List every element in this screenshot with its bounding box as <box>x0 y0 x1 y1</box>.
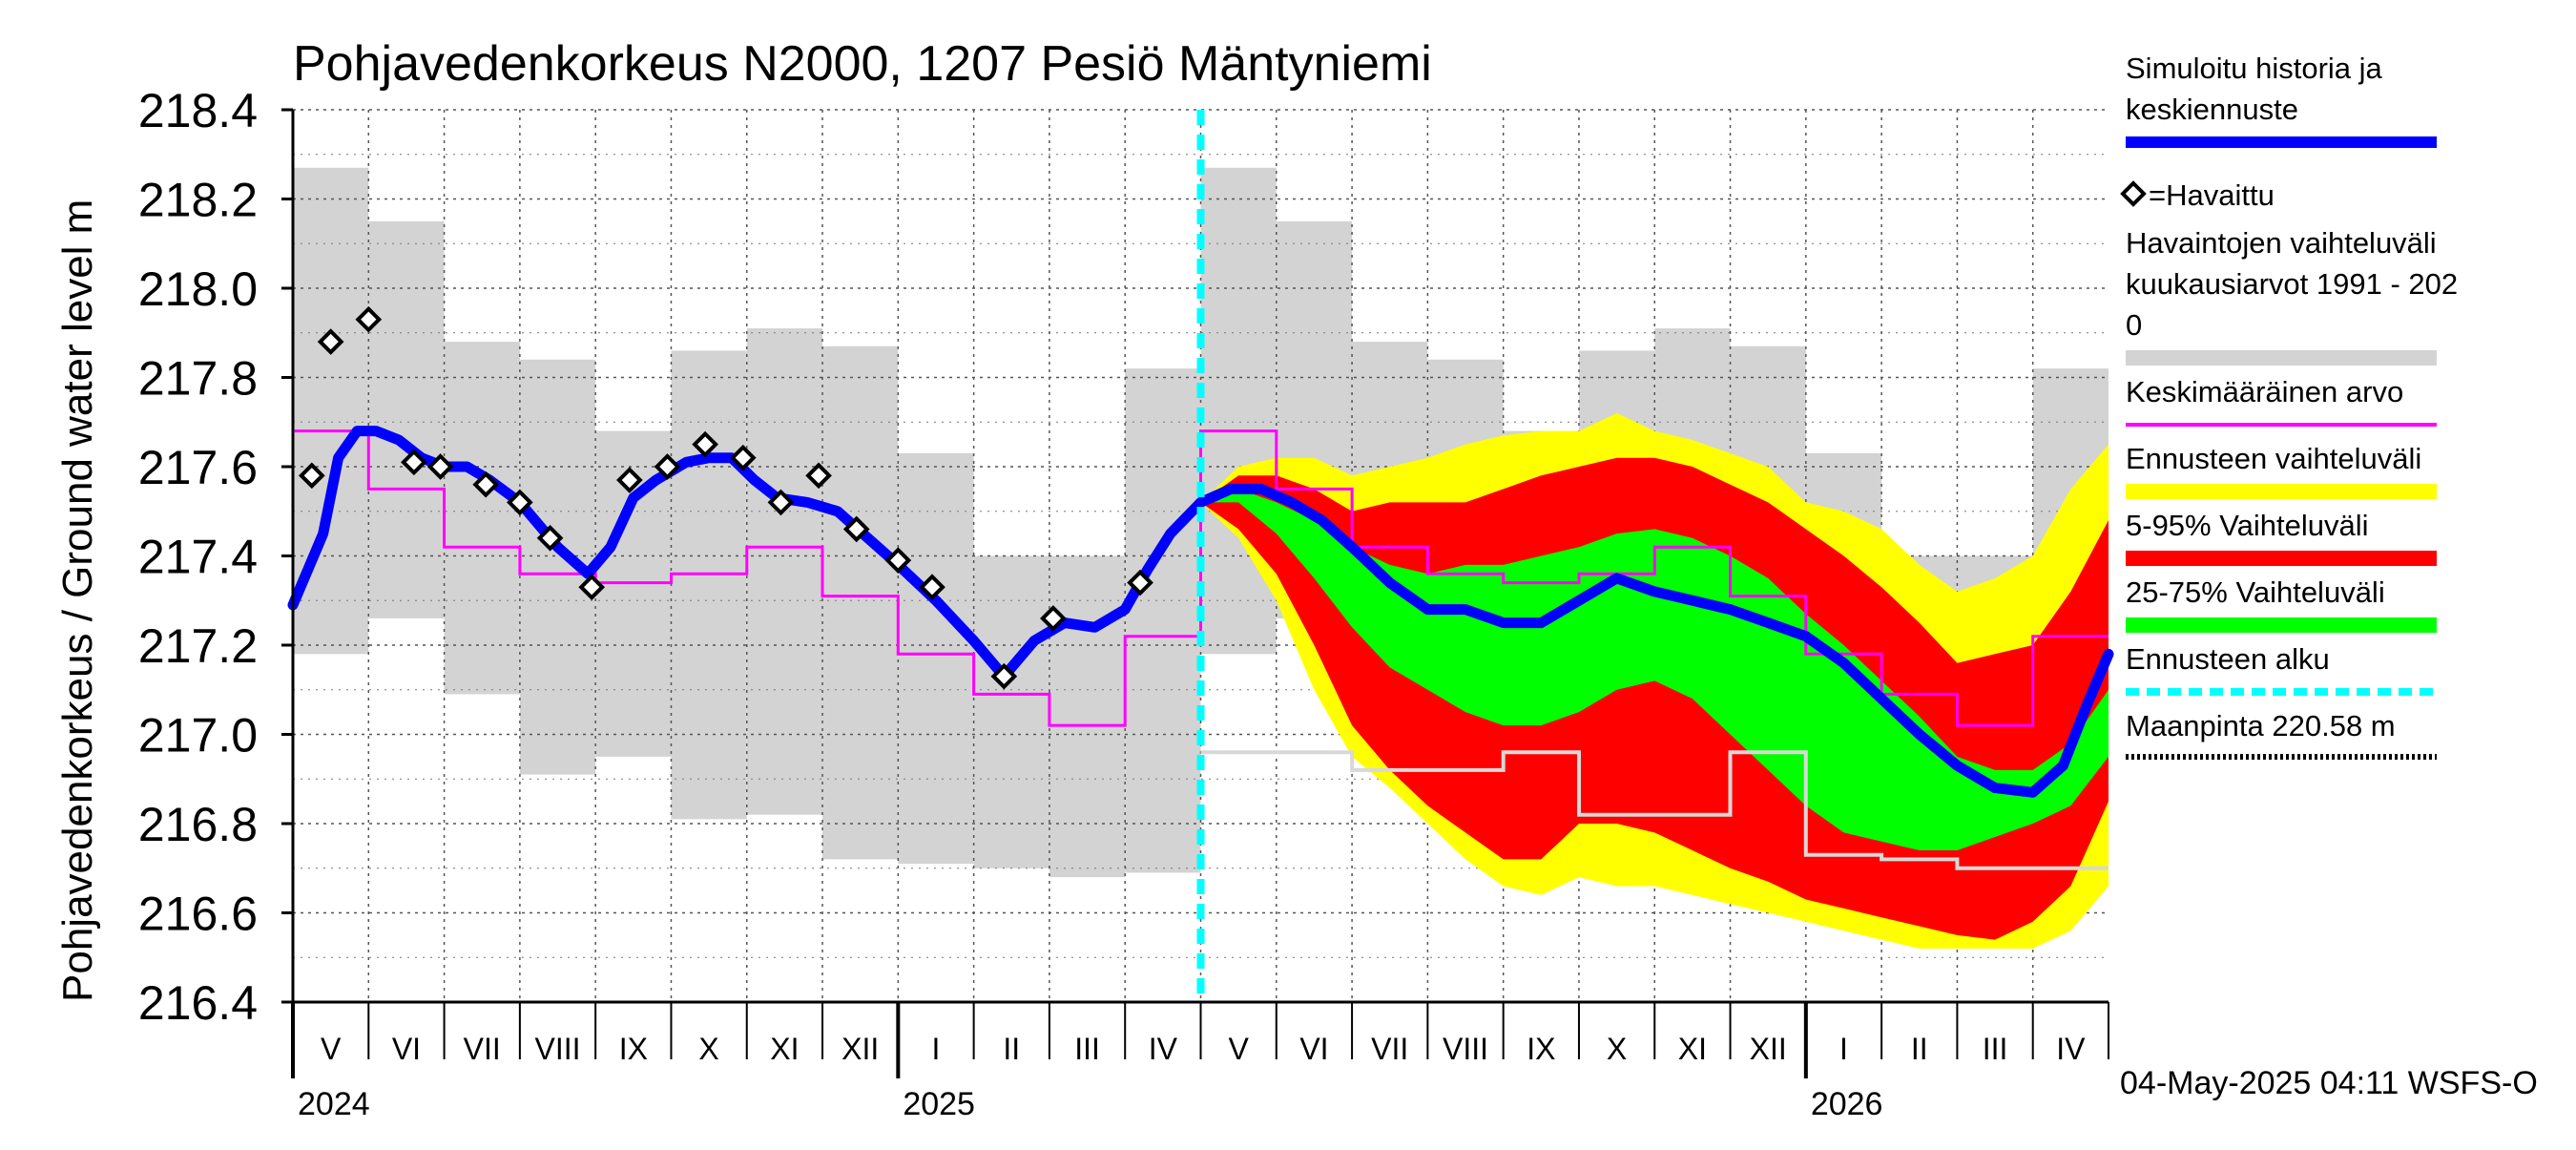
x-month-label: XII <box>841 1032 879 1066</box>
x-month-label: IX <box>619 1032 648 1066</box>
legend-observed-icon <box>2120 180 2147 207</box>
y-tick-label: 216.4 <box>138 976 258 1030</box>
legend-label: Keskimääräinen arvo <box>2126 375 2403 408</box>
observed-point <box>355 305 383 333</box>
y-tick-label: 218.2 <box>138 174 258 227</box>
legend-label: Havaintojen vaihteluväli <box>2126 226 2437 260</box>
x-month-label: X <box>698 1032 718 1066</box>
x-month-label: V <box>1228 1032 1249 1066</box>
observed-point <box>654 453 681 480</box>
x-month-label: VI <box>1299 1032 1328 1066</box>
observed-point <box>1040 605 1067 632</box>
x-month-label: IV <box>2056 1032 2086 1066</box>
x-month-label: II <box>1003 1032 1020 1066</box>
y-tick-label: 218.4 <box>138 84 258 137</box>
x-month-label: XI <box>770 1032 799 1066</box>
range-band-month <box>368 220 445 618</box>
observed-point <box>884 547 912 575</box>
y-tick-label: 217.0 <box>138 709 258 763</box>
observed-point <box>919 574 945 601</box>
observed-point <box>472 470 500 498</box>
range-band-month <box>973 555 1049 868</box>
range-band-month <box>1125 368 1201 873</box>
footer-timestamp: 04-May-2025 04:11 WSFS-O <box>2120 1065 2538 1101</box>
observed-point <box>616 467 643 493</box>
observed-point <box>842 515 870 543</box>
legend-label: Ennusteen alku <box>2126 642 2330 676</box>
range-band-month <box>822 345 899 860</box>
observed-point <box>401 449 427 476</box>
x-month-label: IV <box>1149 1032 1178 1066</box>
axes: 216.4 216.6 216.8 217.0 217.2 217.4 217.6 217.8… <box>138 84 2109 1122</box>
x-month-label: III <box>1074 1032 1100 1066</box>
x-month-label: IX <box>1527 1032 1555 1066</box>
x-month-label: II <box>1911 1032 1928 1066</box>
x-year-label: 2026 <box>1811 1086 1883 1122</box>
observed-point <box>578 574 606 601</box>
x-month-label: V <box>321 1032 342 1066</box>
x-month-label: VIII <box>535 1032 581 1066</box>
range-band-month <box>444 342 520 695</box>
chart-title: Pohjavedenkorkeus N2000, 1207 Pesiö Mänt… <box>293 36 1432 92</box>
y-tick-label: 217.8 <box>138 352 258 406</box>
x-month-label: XII <box>1750 1032 1787 1066</box>
x-month-label: VII <box>1371 1032 1408 1066</box>
observed-point <box>507 489 533 516</box>
legend-label: 5-95% Vaihteluväli <box>2126 509 2368 542</box>
legend-label: Simuloitu historia ja <box>2126 52 2383 85</box>
observed-point <box>317 328 344 355</box>
legend-label: 0 <box>2126 308 2142 342</box>
legend-label: Maanpinta 220.58 m <box>2126 709 2396 742</box>
observed-point <box>1127 569 1153 596</box>
legend-label: =Havaittu <box>2149 178 2275 212</box>
observed-point <box>536 524 564 552</box>
x-month-label: VI <box>392 1032 421 1066</box>
range-band-month <box>746 328 823 815</box>
legend-swatch <box>2126 551 2437 566</box>
y-axis-label: Pohjavedenkorkeus / Ground water level m <box>54 199 101 1002</box>
range-band-month <box>898 452 974 865</box>
observed-markers <box>298 305 1153 690</box>
observed-point <box>426 453 454 480</box>
x-month-label: III <box>1983 1032 2008 1066</box>
x-month-label: X <box>1607 1032 1627 1066</box>
legend-swatch <box>2126 350 2437 366</box>
forecast-min-step-line <box>1200 750 2109 870</box>
y-tick-label: 217.4 <box>138 531 258 584</box>
legend-label: kuukausiarvot 1991 - 202 <box>2126 267 2458 301</box>
legend: Simuloitu historia ja keskiennuste =Havait… <box>2120 52 2458 760</box>
observed-point <box>729 444 757 471</box>
x-year-label: 2024 <box>298 1086 370 1122</box>
band-25-75 <box>1200 489 2109 850</box>
legend-label: Ennusteen vaihteluväli <box>2126 442 2421 475</box>
range-band-month <box>1049 555 1126 878</box>
observed-point <box>805 462 832 490</box>
y-tick-label: 217.6 <box>138 441 258 494</box>
x-year-label: 2025 <box>903 1086 975 1122</box>
x-month-label: I <box>932 1032 941 1066</box>
range-band-month <box>671 350 747 820</box>
legend-label: keskiennuste <box>2126 93 2298 126</box>
legend-label: 25-75% Vaihteluväli <box>2126 575 2385 609</box>
observed-point <box>692 430 718 458</box>
legend-swatch <box>2126 484 2437 499</box>
observed-point <box>990 662 1018 690</box>
x-month-label: VII <box>464 1032 501 1066</box>
legend-swatch <box>2126 617 2437 633</box>
y-tick-label: 216.8 <box>138 798 258 851</box>
observed-point <box>767 489 795 516</box>
y-tick-label: 217.2 <box>138 619 258 673</box>
y-tick-label: 218.0 <box>138 262 258 316</box>
x-month-label: I <box>1839 1032 1848 1066</box>
x-month-label: XI <box>1678 1032 1707 1066</box>
observed-point <box>298 462 325 490</box>
x-month-label: VIII <box>1443 1032 1488 1066</box>
y-tick-label: 216.6 <box>138 888 258 941</box>
